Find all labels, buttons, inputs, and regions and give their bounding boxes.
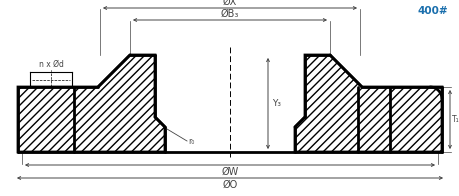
Polygon shape — [294, 55, 441, 152]
Text: ØW: ØW — [221, 167, 238, 177]
Text: r₀: r₀ — [188, 136, 194, 145]
Text: Y₃: Y₃ — [271, 99, 280, 108]
Text: ØX: ØX — [223, 0, 236, 7]
Text: ØO: ØO — [222, 180, 237, 190]
Text: ØB₃: ØB₃ — [220, 9, 239, 19]
Text: T₁: T₁ — [451, 115, 459, 124]
Text: 400#: 400# — [416, 6, 447, 16]
Polygon shape — [18, 55, 165, 152]
Text: n x Ød: n x Ød — [39, 60, 63, 69]
